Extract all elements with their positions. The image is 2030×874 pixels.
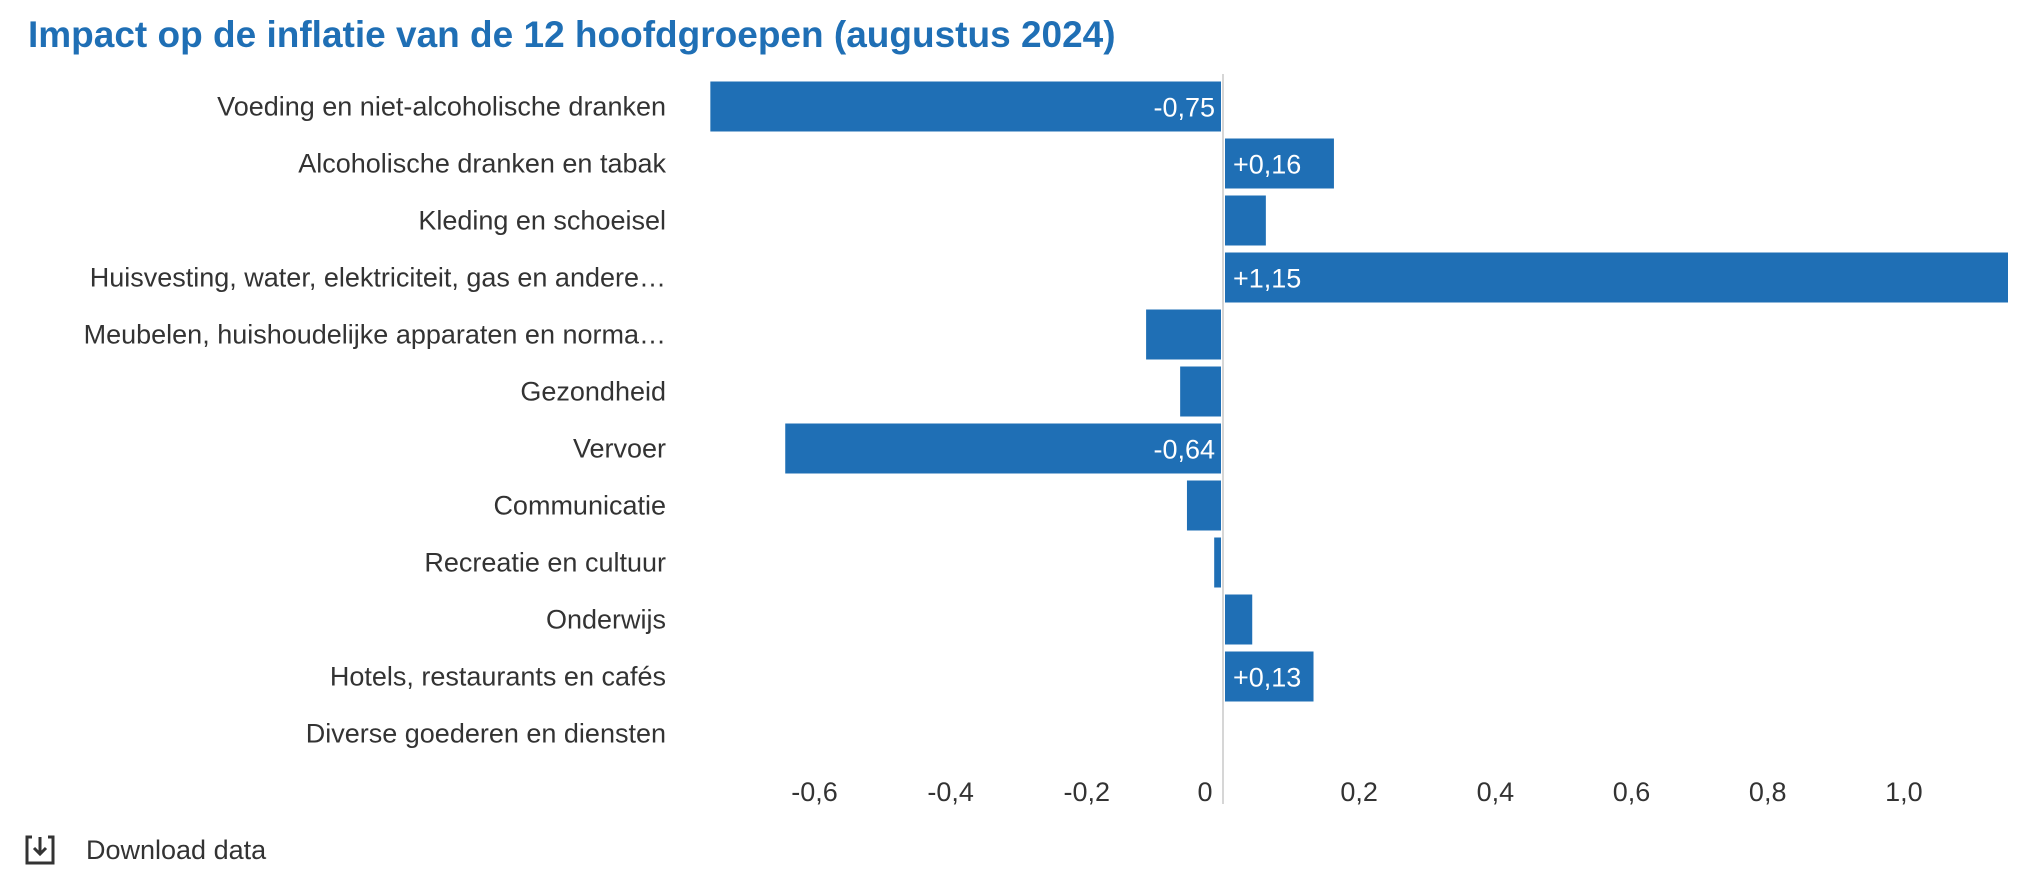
bar: [785, 423, 1221, 474]
category-label: Voeding en niet-alcoholische dranken: [217, 92, 666, 122]
bar: [1225, 651, 1314, 702]
chart-title: Impact op de inflatie van de 12 hoofdgro…: [28, 14, 1116, 55]
category-label: Hotels, restaurants en cafés: [330, 662, 666, 692]
category-label: Recreatie en cultuur: [424, 548, 666, 578]
bar: [1225, 138, 1334, 189]
data-label: -0,75: [1153, 93, 1215, 123]
x-tick-label: -0,4: [927, 777, 974, 807]
download-data-button[interactable]: Download data: [22, 832, 266, 868]
x-tick-label: 0,6: [1613, 777, 1651, 807]
x-tick-label: 0,2: [1340, 777, 1378, 807]
data-label: +0,16: [1233, 150, 1301, 180]
bar: [1225, 594, 1253, 645]
category-label: Gezondheid: [520, 377, 666, 407]
x-tick-label: -0,2: [1064, 777, 1111, 807]
x-tick-label: 0,8: [1749, 777, 1787, 807]
category-label: Onderwijs: [546, 605, 666, 635]
x-tick-label: 0,4: [1477, 777, 1515, 807]
category-label: Diverse goederen en diensten: [306, 719, 666, 749]
x-axis-group: -0,6 -0,4 -0,2 0 0,2 0,4 0,6 0,8 1,0: [791, 74, 1923, 807]
category-labels-group: Voeding en niet-alcoholische dranken Alco…: [84, 92, 667, 749]
category-label: Alcoholische dranken en tabak: [298, 149, 666, 179]
category-label: Huisvesting, water, elektriciteit, gas e…: [90, 263, 666, 293]
bar: [1225, 252, 2008, 303]
bar: [1146, 309, 1221, 360]
bar-chart: -0,75 +0,16 +1,15 -0,64 +0,13 Voeding en nie…: [84, 74, 2008, 807]
bar: [1225, 195, 1266, 246]
data-label: +0,13: [1233, 663, 1301, 693]
bar: [1186, 480, 1221, 531]
download-data-label: Download data: [86, 834, 267, 865]
x-tick-label: -0,6: [791, 777, 838, 807]
download-icon: [22, 832, 58, 868]
x-tick-label: 1,0: [1885, 777, 1923, 807]
bars-group: -0,75 +0,16 +1,15 -0,64 +0,13: [710, 81, 2008, 702]
bar: [1214, 537, 1221, 588]
category-label: Kleding en schoeisel: [418, 206, 666, 236]
category-label: Vervoer: [573, 434, 666, 464]
x-tick-label: 0: [1197, 777, 1212, 807]
bar: [1180, 366, 1221, 417]
category-label: Communicatie: [493, 491, 666, 521]
data-label: -0,64: [1153, 435, 1215, 465]
bar: [710, 81, 1221, 132]
category-label: Meubelen, huishoudelijke apparaten en no…: [84, 320, 666, 350]
data-label: +1,15: [1233, 264, 1301, 294]
